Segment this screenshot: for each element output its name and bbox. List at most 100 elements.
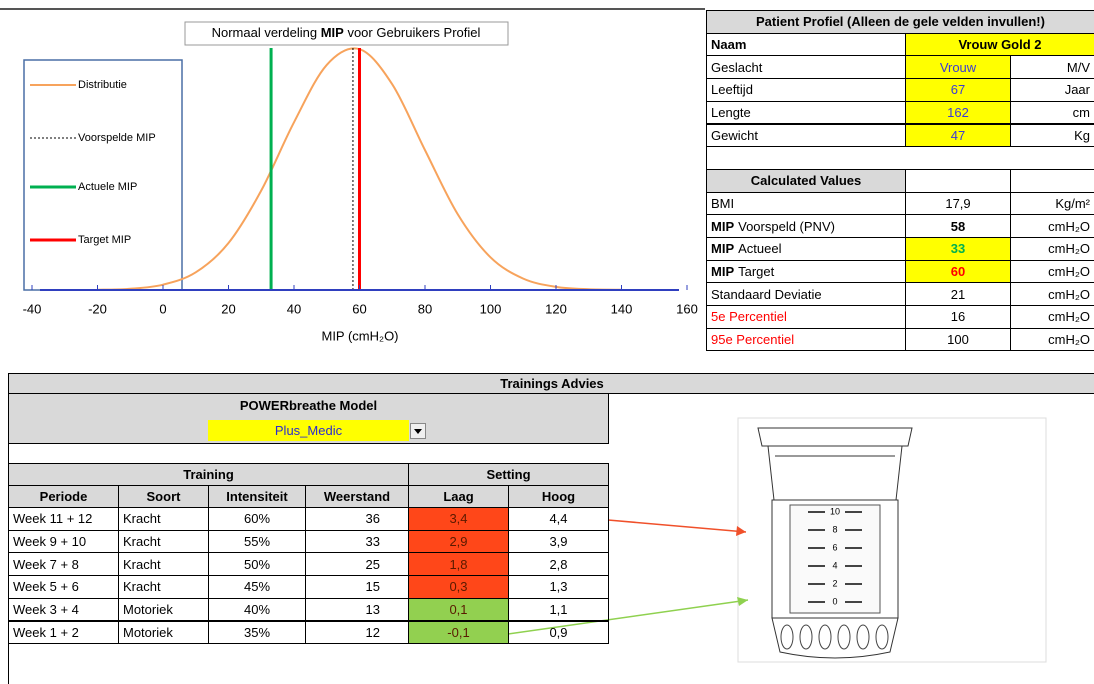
x-tick-label: 100	[480, 301, 502, 316]
scale-label: 0	[832, 596, 837, 606]
dropdown-button[interactable]	[410, 423, 426, 439]
row-unit: M/V	[1010, 55, 1094, 79]
section-header: Calculated Values	[706, 169, 906, 193]
row-unit: cmH₂O	[1010, 260, 1094, 284]
title-bold: MIP	[321, 25, 344, 40]
x-tick-label: 80	[418, 301, 432, 316]
legend-label: Actuele MIP	[78, 181, 137, 193]
table-cell: Motoriek	[118, 621, 209, 645]
grip-hole	[819, 625, 831, 649]
table-cell: 3,9	[508, 530, 609, 554]
x-tick-label: 20	[221, 301, 235, 316]
row-value: 16	[905, 305, 1011, 329]
arrow-head	[737, 597, 748, 606]
x-tick-label: 40	[287, 301, 301, 316]
empty-cell	[1010, 169, 1094, 193]
table-cell: 50%	[208, 552, 306, 576]
scale-label: 4	[832, 560, 837, 570]
text-part: 95e Percentiel	[711, 332, 794, 347]
table-cell: 36	[305, 507, 409, 531]
table-cell: Motoriek	[118, 598, 209, 622]
text-part: MIP	[711, 264, 734, 279]
spreadsheet: Normaal verdeling MIP voor Gebruikers Pr…	[0, 0, 1094, 684]
row-value: 67	[905, 78, 1011, 102]
table-cell: Week 5 + 6	[8, 575, 119, 599]
table-cell: Week 9 + 10	[8, 530, 119, 554]
row-unit: cmH₂O	[1010, 214, 1094, 238]
table-header: Patient Profiel (Alleen de gele velden i…	[706, 10, 1094, 34]
text-part: BMI	[711, 196, 734, 211]
x-tick-label: 60	[352, 301, 366, 316]
row-label: BMI	[706, 192, 906, 216]
column-header: Soort	[118, 485, 209, 508]
row-label: Leeftijd	[706, 78, 906, 102]
row-unit: cmH₂O	[1010, 282, 1094, 306]
title-part: voor Gebruikers Profiel	[347, 25, 480, 40]
table-cell: 1,8	[408, 552, 509, 576]
text-part: MIP	[711, 241, 734, 256]
table-cell: Week 3 + 4	[8, 598, 119, 622]
model-dropdown[interactable]: Plus_Medic	[208, 420, 409, 441]
section-bar: Trainings Advies	[8, 373, 1094, 394]
table-cell: 4,4	[508, 507, 609, 531]
table-cell: Kracht	[118, 530, 209, 554]
row-value: 100	[905, 328, 1011, 352]
text-part: Gewicht	[711, 128, 758, 143]
chart: Normaal verdeling MIP voor Gebruikers Pr…	[0, 0, 705, 352]
x-tick-label: -40	[23, 301, 42, 316]
table-cell: 0,3	[408, 575, 509, 599]
arrow	[608, 520, 746, 532]
x-tick-label: -20	[88, 301, 107, 316]
grip-hole	[781, 625, 793, 649]
group-header: Training	[8, 463, 409, 486]
row-value: 33	[905, 237, 1011, 261]
scale-label: 8	[832, 524, 837, 534]
table-cell: 13	[305, 598, 409, 622]
row-label: MIP Target	[706, 260, 906, 284]
x-tick-label: 160	[676, 301, 698, 316]
table-cell: 60%	[208, 507, 306, 531]
group-header: Setting	[408, 463, 609, 486]
table-cell: 0,9	[508, 621, 609, 645]
empty-cell	[905, 169, 1011, 193]
table-cell: 45%	[208, 575, 306, 599]
table-cell: 0,1	[408, 598, 509, 622]
blank-row	[706, 146, 1094, 170]
text-part: Standaard Deviatie	[711, 287, 822, 302]
x-axis-label: MIP (cmH₂O)	[321, 328, 398, 343]
table-cell: Week 7 + 8	[8, 552, 119, 576]
text-part: Leeftijd	[711, 82, 753, 97]
chart-title: Normaal verdeling MIP voor Gebruikers Pr…	[212, 25, 481, 40]
row-label: Naam	[706, 33, 906, 57]
row-unit: Jaar	[1010, 78, 1094, 102]
table-cell: 2,9	[408, 530, 509, 554]
row-unit: Kg/m²	[1010, 192, 1094, 216]
row-label: Gewicht	[706, 124, 906, 148]
row-unit: cmH₂O	[1010, 305, 1094, 329]
column-header: Laag	[408, 485, 509, 508]
arrow-head	[736, 526, 746, 536]
grip-hole	[838, 625, 850, 649]
row-unit: cm	[1010, 101, 1094, 125]
x-tick-label: 0	[159, 301, 166, 316]
legend-box	[24, 60, 182, 290]
row-value: 60	[905, 260, 1011, 284]
row-value: Vrouw	[905, 55, 1011, 79]
text-part: Target	[738, 264, 774, 279]
text-part: 5e Percentiel	[711, 309, 787, 324]
table-cell: 33	[305, 530, 409, 554]
legend-label: Distributie	[78, 79, 127, 91]
grip-hole	[876, 625, 888, 649]
table-cell: Kracht	[118, 552, 209, 576]
row-label: Geslacht	[706, 55, 906, 79]
grip-hole	[857, 625, 869, 649]
row-value: 47	[905, 124, 1011, 148]
grip-hole	[800, 625, 812, 649]
column-header: Hoog	[508, 485, 609, 508]
table-cell: 1,1	[508, 598, 609, 622]
table-cell: 3,4	[408, 507, 509, 531]
column-header: Intensiteit	[208, 485, 306, 508]
row-unit: cmH₂O	[1010, 328, 1094, 352]
row-label: Standaard Deviatie	[706, 282, 906, 306]
